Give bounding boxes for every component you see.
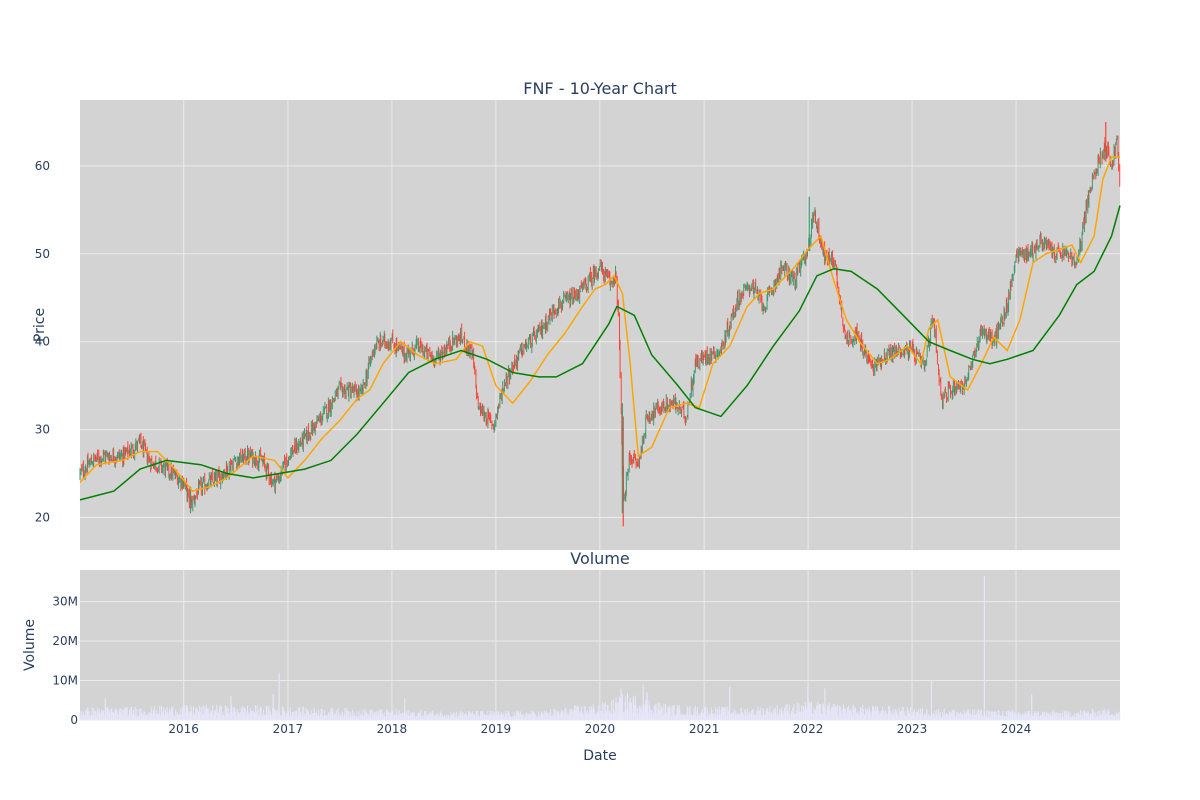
volume-y-tick-label: 0 bbox=[70, 713, 78, 727]
volume-bars bbox=[79, 575, 1121, 720]
moving-average-short-line bbox=[79, 156, 1120, 492]
x-tick-label: 2024 bbox=[1001, 722, 1032, 736]
price-gridlines bbox=[80, 100, 1120, 550]
price-y-tick-label: 30 bbox=[35, 423, 50, 437]
price-y-tick-label: 40 bbox=[35, 335, 50, 349]
moving-average-long-line bbox=[79, 205, 1121, 501]
volume-y-tick-label: 20M bbox=[52, 634, 78, 648]
volume-y-tick-label: 30M bbox=[52, 595, 78, 609]
price-y-tick-label: 20 bbox=[35, 510, 50, 524]
price-y-tick-label: 50 bbox=[35, 247, 50, 261]
price-y-tick-label: 60 bbox=[35, 159, 50, 173]
price-axis-title: Price bbox=[32, 308, 48, 342]
volume-y-tick-label: 10M bbox=[52, 674, 78, 688]
price-y-tick-labels: 20 30 40 50 60 bbox=[35, 159, 50, 525]
price-chart-title: FNF - 10-Year Chart bbox=[523, 79, 676, 98]
x-tick-label: 2021 bbox=[689, 722, 720, 736]
volume-y-tick-labels: 0 10M 20M 30M bbox=[52, 595, 78, 727]
x-tick-label: 2020 bbox=[585, 722, 616, 736]
x-tick-label: 2019 bbox=[481, 722, 512, 736]
x-tick-label: 2023 bbox=[897, 722, 928, 736]
volume-chart-title: Volume bbox=[570, 549, 630, 568]
x-tick-label: 2016 bbox=[168, 722, 199, 736]
volume-axis-title: Volume bbox=[22, 619, 38, 671]
x-tick-label: 2022 bbox=[793, 722, 824, 736]
x-tick-label: 2017 bbox=[273, 722, 304, 736]
x-axis-title: Date bbox=[583, 748, 616, 764]
x-tick-labels: 2016 2017 2018 2019 2020 2021 2022 2023 2024 bbox=[168, 722, 1031, 736]
x-tick-label: 2018 bbox=[377, 722, 408, 736]
